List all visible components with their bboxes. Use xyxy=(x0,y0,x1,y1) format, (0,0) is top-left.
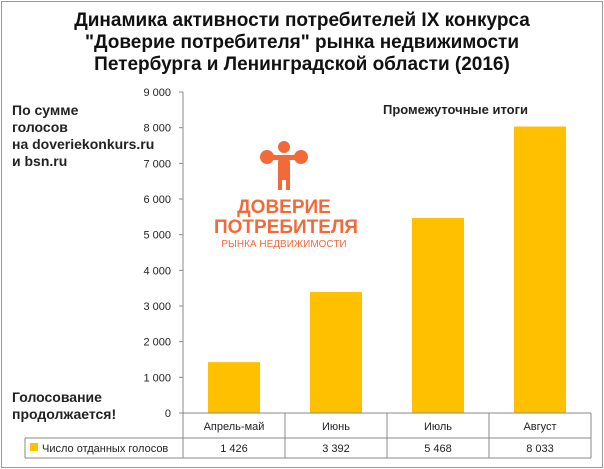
bar xyxy=(514,126,566,413)
side-note: По сумме голосов на doveriekonkurs.ru и … xyxy=(12,102,154,170)
chart-title-line-2: "Доверие потребителя" рынка недвижимости xyxy=(84,32,520,53)
data-value-label: 8 033 xyxy=(526,443,554,455)
y-tick-label: 0 xyxy=(165,408,171,420)
y-tick-label: 7 000 xyxy=(143,158,171,170)
y-tick-label: 4 000 xyxy=(143,265,171,277)
footer-note: Голосование продолжается! xyxy=(12,389,116,423)
y-tick-label: 3 000 xyxy=(143,301,171,313)
logo-line-3: РЫНКА НЕДВИЖИМОСТИ xyxy=(221,239,347,250)
x-category-label: Июнь xyxy=(322,421,350,433)
side-note-line: на doveriekonkurs.ru xyxy=(12,136,155,152)
legend-label: Число отданных голосов xyxy=(42,443,168,455)
bar xyxy=(412,217,464,413)
x-category-label: Апрель-май xyxy=(204,421,265,433)
logo-line-1: ДОВЕРИЕ xyxy=(237,197,331,218)
logo-line-2: ПОТРЕБИТЕЛЯ xyxy=(214,217,358,238)
y-tick-label: 5 000 xyxy=(143,230,171,242)
data-value-label: 5 468 xyxy=(424,443,452,455)
weightlifter-icon xyxy=(260,141,308,190)
side-note-line: и bsn.ru xyxy=(12,153,68,169)
logo: ДОВЕРИЕ ПОТРЕБИТЕЛЯ РЫНКА НЕДВИЖИМОСТИ xyxy=(214,140,358,252)
y-tick-label: 9 000 xyxy=(143,87,171,99)
annotation: Промежуточные итоги xyxy=(383,102,529,117)
chart-title-line-3: Петербурга и Ленинградской области (2016… xyxy=(94,54,510,75)
footer-note-line: продолжается! xyxy=(12,406,117,422)
legend-swatch xyxy=(30,443,38,451)
y-tick-label: 6 000 xyxy=(143,194,171,206)
bar xyxy=(310,292,362,413)
side-note-line: По сумме xyxy=(12,102,79,118)
data-value-label: 3 392 xyxy=(322,443,350,455)
chart-title-line-1: Динамика активности потребителей IX конк… xyxy=(74,10,530,31)
data-value-label: 1 426 xyxy=(220,443,248,455)
x-category-label: Август xyxy=(523,421,556,433)
footer-note-line: Голосование xyxy=(12,389,102,405)
y-tick-label: 2 000 xyxy=(143,337,171,349)
side-note-line: голосов xyxy=(12,119,68,135)
y-tick-label: 1 000 xyxy=(143,372,171,384)
x-category-label: Июль xyxy=(424,421,452,433)
y-tick-label: 8 000 xyxy=(143,123,171,135)
bar xyxy=(208,362,260,413)
